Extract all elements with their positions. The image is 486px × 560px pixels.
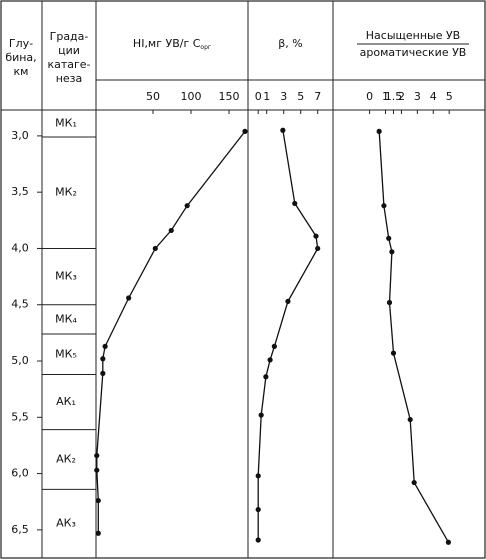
y-tick-label: 4,0 bbox=[11, 241, 29, 254]
y-tick-label: 6,5 bbox=[11, 523, 29, 536]
x-tick-label: 3 bbox=[280, 90, 287, 103]
point bbox=[407, 416, 413, 423]
zone-label: АК₁ bbox=[56, 395, 76, 408]
point bbox=[168, 227, 174, 234]
point bbox=[315, 245, 321, 252]
x-tick-label: 0 bbox=[366, 90, 373, 103]
zones-title: ции bbox=[58, 44, 80, 57]
point bbox=[390, 350, 397, 356]
point bbox=[94, 452, 100, 459]
x-tick-label: 1 bbox=[263, 90, 270, 103]
point bbox=[255, 473, 261, 479]
zone-label: АК₂ bbox=[56, 453, 76, 466]
point bbox=[280, 127, 286, 133]
y-tick-label: 5,5 bbox=[11, 410, 29, 423]
zones-title: неза bbox=[56, 72, 83, 85]
zone-label: МК₂ bbox=[55, 186, 77, 199]
x-tick-label: 5 bbox=[446, 90, 453, 103]
point bbox=[95, 497, 101, 504]
point bbox=[255, 537, 261, 543]
point bbox=[267, 357, 273, 363]
point bbox=[100, 370, 106, 376]
line bbox=[96, 131, 246, 534]
point bbox=[152, 245, 158, 252]
point bbox=[242, 128, 248, 134]
point bbox=[292, 200, 298, 207]
panel-title: β, % bbox=[278, 37, 302, 50]
zones-title: Града- bbox=[50, 30, 89, 43]
point bbox=[285, 298, 291, 304]
point bbox=[102, 343, 108, 349]
depth-title: Глу- bbox=[9, 37, 33, 50]
line bbox=[257, 130, 319, 540]
zone-label: МК₁ bbox=[55, 117, 77, 130]
y-tick-label: 4,5 bbox=[11, 298, 29, 311]
point bbox=[100, 356, 106, 362]
panel-title: HI,мг УВ/г Сорг bbox=[133, 37, 211, 51]
zone-label: МК₃ bbox=[55, 270, 77, 283]
x-tick-label: 1 bbox=[382, 90, 389, 103]
y-tick-label: 3,0 bbox=[11, 129, 29, 142]
point bbox=[126, 295, 132, 301]
depth-title: бина, bbox=[5, 51, 36, 64]
x-tick-label: 7 bbox=[314, 90, 321, 103]
point bbox=[376, 128, 382, 134]
x-tick-label: 0 bbox=[255, 90, 262, 103]
point bbox=[184, 203, 190, 209]
point bbox=[94, 467, 100, 473]
zone-label: АК₃ bbox=[56, 517, 76, 530]
zone-label: МК₅ bbox=[55, 347, 77, 360]
zone-label: МК₄ bbox=[55, 312, 77, 325]
point bbox=[386, 235, 392, 241]
y-tick-label: 5,0 bbox=[11, 354, 29, 367]
point bbox=[381, 203, 387, 209]
x-tick-label: 100 bbox=[181, 90, 202, 103]
point bbox=[313, 233, 319, 239]
point bbox=[95, 530, 101, 536]
y-tick-label: 6,0 bbox=[11, 467, 29, 480]
point bbox=[389, 249, 395, 255]
x-tick-label: 150 bbox=[219, 90, 240, 103]
point bbox=[411, 479, 417, 486]
point bbox=[445, 539, 451, 545]
point bbox=[263, 374, 269, 380]
x-tick-label: 5 bbox=[297, 90, 304, 103]
point bbox=[271, 343, 277, 349]
depth-title: км bbox=[14, 65, 29, 78]
x-tick-label: 50 bbox=[146, 90, 160, 103]
x-tick-label: 3 bbox=[414, 90, 421, 103]
title-main: β, % bbox=[278, 37, 302, 50]
point bbox=[386, 299, 393, 306]
x-tick-label: 2 bbox=[398, 90, 405, 103]
point bbox=[258, 412, 264, 418]
point bbox=[255, 506, 261, 513]
panel-title: Насыщенные УВ bbox=[366, 29, 460, 42]
zones-title: катаге- bbox=[47, 58, 90, 71]
y-tick-label: 3,5 bbox=[11, 185, 29, 198]
title-main: HI,мг УВ/г С bbox=[133, 37, 201, 50]
title-sub: орг bbox=[200, 44, 211, 51]
x-tick-label: 4 bbox=[430, 90, 437, 103]
panel-title-den: ароматические УВ bbox=[360, 46, 467, 59]
x-tick-label: 1.5 bbox=[385, 90, 403, 103]
